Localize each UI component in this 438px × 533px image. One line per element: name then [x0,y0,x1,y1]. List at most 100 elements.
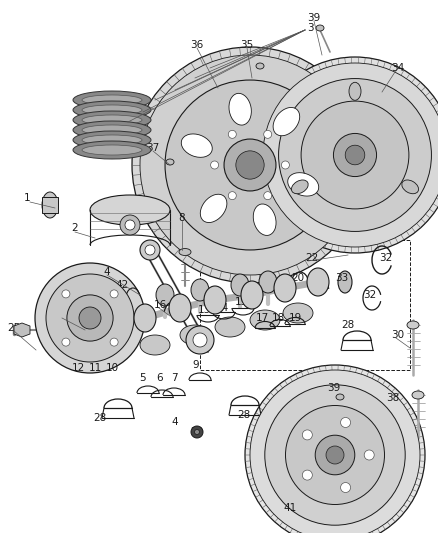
Ellipse shape [215,317,245,337]
Circle shape [326,446,344,464]
Text: 41: 41 [283,503,297,513]
Ellipse shape [181,134,212,157]
Ellipse shape [169,294,191,322]
Circle shape [132,47,368,283]
Ellipse shape [204,286,226,314]
Text: 32: 32 [379,253,392,263]
Circle shape [120,215,140,235]
Text: 25: 25 [7,323,21,333]
Circle shape [302,430,312,440]
Circle shape [186,326,214,354]
Ellipse shape [82,95,142,105]
Ellipse shape [82,145,142,155]
Text: 22: 22 [305,253,318,263]
Bar [200,240,410,370]
Circle shape [62,290,70,298]
Circle shape [257,57,438,253]
Circle shape [62,338,70,346]
Polygon shape [42,197,58,213]
Circle shape [236,151,264,179]
Circle shape [279,78,431,231]
Ellipse shape [253,204,276,236]
Text: 27: 27 [71,280,85,290]
Text: 21: 21 [311,273,325,283]
Text: 5: 5 [140,373,146,383]
Text: 38: 38 [386,393,399,403]
Text: 9: 9 [193,360,199,370]
Text: 17: 17 [255,313,268,323]
Text: 35: 35 [240,40,254,50]
Ellipse shape [82,105,142,115]
Text: 33: 33 [336,273,349,283]
Circle shape [228,131,236,139]
Text: 4: 4 [172,417,178,427]
Circle shape [264,192,272,200]
Ellipse shape [256,63,264,69]
Ellipse shape [259,271,277,293]
Ellipse shape [402,180,419,193]
Circle shape [191,426,203,438]
Text: 30: 30 [392,330,405,340]
Polygon shape [14,323,30,337]
Text: 32: 32 [364,290,377,300]
Text: 8: 8 [179,213,185,223]
Text: 29: 29 [191,427,204,437]
Ellipse shape [336,394,344,400]
Ellipse shape [156,284,174,306]
Ellipse shape [179,248,191,255]
Ellipse shape [73,131,151,149]
Text: 3: 3 [307,23,313,33]
Ellipse shape [73,121,151,139]
Circle shape [245,365,425,533]
Ellipse shape [229,93,251,125]
Circle shape [110,338,118,346]
Circle shape [264,131,272,139]
Circle shape [193,333,207,347]
Ellipse shape [82,125,142,135]
Circle shape [345,145,365,165]
Text: 7: 7 [171,373,177,383]
Text: 34: 34 [392,63,405,73]
Text: 4: 4 [104,267,110,277]
Text: 18: 18 [272,313,285,323]
Circle shape [140,240,160,260]
Ellipse shape [231,274,249,296]
Circle shape [67,295,113,341]
Circle shape [145,245,155,255]
Text: 39: 39 [307,13,321,23]
Ellipse shape [90,195,170,225]
Circle shape [302,470,312,480]
Text: 13: 13 [198,305,211,315]
Circle shape [228,192,236,200]
Ellipse shape [73,101,151,119]
Text: 19: 19 [288,313,302,323]
Ellipse shape [166,159,174,165]
Ellipse shape [241,281,263,309]
Ellipse shape [73,91,151,109]
Circle shape [250,370,420,533]
Circle shape [35,263,145,373]
Ellipse shape [407,321,419,329]
Circle shape [110,290,118,298]
Text: 28: 28 [341,320,355,330]
Circle shape [125,220,135,230]
Text: 16: 16 [153,300,166,310]
Text: 12: 12 [71,363,85,373]
Text: 37: 37 [146,143,159,153]
Ellipse shape [42,192,58,218]
Circle shape [224,139,276,191]
Text: 2: 2 [72,223,78,233]
Circle shape [341,417,350,427]
Circle shape [79,307,101,329]
Circle shape [301,101,409,209]
Circle shape [265,385,405,525]
Text: 36: 36 [191,40,204,50]
Ellipse shape [140,335,170,355]
Circle shape [281,161,290,169]
Ellipse shape [82,115,142,125]
Ellipse shape [316,25,324,31]
Circle shape [333,133,377,176]
Text: 10: 10 [106,363,119,373]
Ellipse shape [288,173,319,196]
Text: 28: 28 [237,410,251,420]
